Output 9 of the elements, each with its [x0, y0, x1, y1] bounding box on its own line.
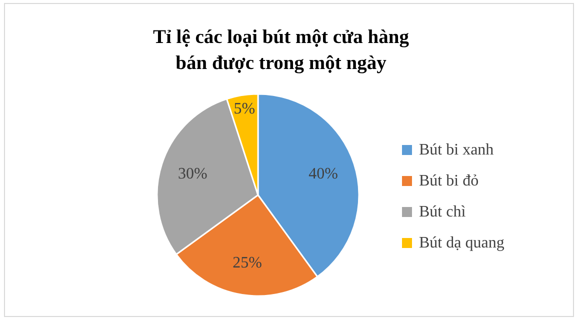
legend-label: Bút dạ quang — [419, 234, 504, 252]
legend-label: Bút bi xanh — [419, 142, 494, 158]
data-label: 5% — [234, 100, 256, 118]
chart-title: Tỉ lệ các loại bút một cửa hàng bán được trong một ngày — [153, 27, 410, 74]
data-label: 40% — [308, 165, 338, 182]
legend-label: Bút bi đỏ — [419, 172, 479, 190]
data-label: 25% — [232, 254, 262, 272]
data-label: 30% — [178, 165, 208, 182]
legend-label: Bút chì — [419, 204, 466, 220]
